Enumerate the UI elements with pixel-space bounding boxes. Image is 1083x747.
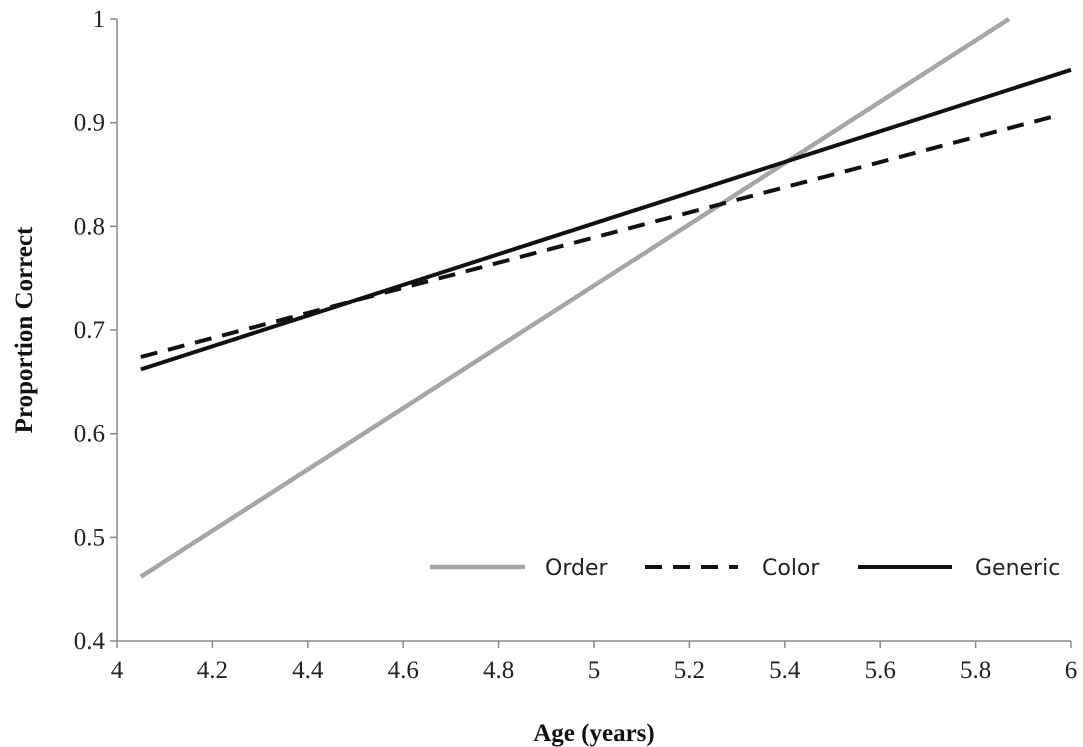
y-tick-label: 0.8 bbox=[74, 213, 105, 240]
y-tick-label: 0.7 bbox=[74, 317, 105, 344]
y-tick-label: 0.4 bbox=[74, 628, 106, 655]
x-tick-label: 4.6 bbox=[388, 657, 419, 684]
legend: Order Color Generic bbox=[430, 556, 1060, 581]
x-tick-label: 4.2 bbox=[197, 657, 228, 684]
x-tick-label: 4 bbox=[111, 657, 124, 684]
x-tick-label: 5.4 bbox=[769, 657, 801, 684]
y-tick-label: 1 bbox=[93, 6, 106, 33]
x-tick-label: 5.8 bbox=[960, 657, 991, 684]
y-tick-label: 0.6 bbox=[74, 421, 105, 448]
x-tick-label: 4.8 bbox=[483, 657, 514, 684]
y-axis-ticks: 0.4 0.5 0.6 0.7 0.8 0.9 1 bbox=[74, 6, 117, 655]
y-tick-label: 0.9 bbox=[74, 110, 105, 137]
plot-lines bbox=[141, 19, 1071, 577]
x-tick-label: 5.6 bbox=[865, 657, 896, 684]
legend-label-order: Order bbox=[545, 556, 608, 581]
x-tick-label: 4.4 bbox=[292, 657, 324, 684]
series-line-order bbox=[141, 19, 1009, 577]
x-tick-label: 5.2 bbox=[674, 657, 705, 684]
series-line-generic bbox=[141, 70, 1071, 370]
y-tick-label: 0.5 bbox=[74, 524, 105, 551]
legend-label-generic: Generic bbox=[975, 556, 1060, 581]
x-tick-label: 5 bbox=[588, 657, 601, 684]
series-line-color bbox=[141, 114, 1062, 357]
y-axis-title: Proportion Correct bbox=[11, 226, 38, 433]
legend-label-color: Color bbox=[762, 556, 820, 581]
x-axis-ticks: 4 4.2 4.4 4.6 4.8 5 5.2 5.4 5.6 5.8 6 bbox=[111, 641, 1078, 684]
x-tick-label: 6 bbox=[1065, 657, 1078, 684]
x-axis-title: Age (years) bbox=[533, 720, 654, 747]
